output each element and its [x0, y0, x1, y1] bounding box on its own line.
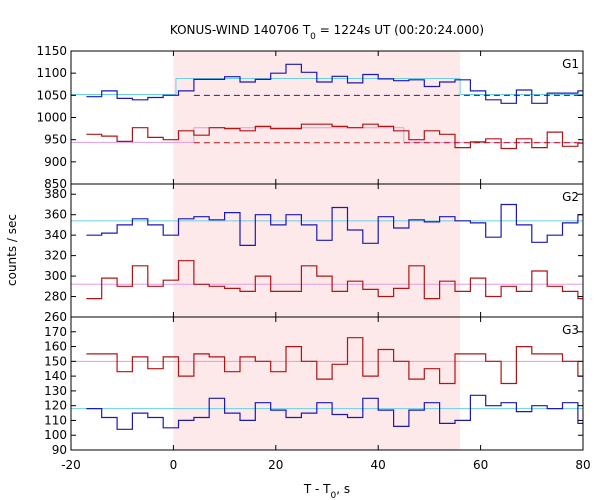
y-tick-label: 260	[44, 310, 67, 324]
x-tick-label: 80	[575, 458, 590, 472]
y-tick-label: 160	[44, 340, 67, 354]
y-tick-label: 320	[44, 249, 67, 263]
y-tick-label: 1100	[36, 66, 67, 80]
x-axis-label: T - T0, s	[303, 482, 350, 500]
y-tick-label: 340	[44, 228, 67, 242]
x-tick-label: 40	[371, 458, 386, 472]
panel-label-G2: G2	[562, 190, 579, 204]
y-axis-label: counts / sec	[5, 214, 19, 286]
y-tick-label: 90	[52, 443, 67, 457]
chart-title-rest: = 1224s UT (00:20:24.000)	[316, 23, 484, 37]
x-tick-label: 60	[473, 458, 488, 472]
y-tick-label: 130	[44, 384, 67, 398]
x-axis-label-subscript: 0	[331, 491, 337, 500]
series-G1-lower	[86, 123, 583, 150]
series-G3-lower	[86, 337, 583, 385]
y-tick-label: 900	[44, 155, 67, 169]
chart-title-main: KONUS-WIND 140706 T	[170, 23, 311, 37]
x-axis-label-main: T - T	[303, 482, 331, 496]
y-tick-label: 300	[44, 269, 67, 283]
y-tick-label: 950	[44, 133, 67, 147]
y-tick-label: 380	[44, 187, 67, 201]
y-tick-label: 110	[44, 413, 67, 427]
x-tick-label: -20	[61, 458, 81, 472]
y-tick-label: 100	[44, 428, 67, 442]
plot-area: 8509009501000105011001150G12602803003203…	[36, 44, 590, 472]
y-tick-label: 850	[44, 177, 67, 191]
emission-interval-shade	[173, 51, 461, 450]
y-tick-label: 1150	[36, 44, 67, 58]
x-tick-label: 0	[170, 458, 178, 472]
y-tick-label: 170	[44, 325, 67, 339]
series-G1-upper	[86, 63, 583, 104]
series-G2-upper	[86, 203, 583, 246]
y-tick-label: 280	[44, 290, 67, 304]
x-tick-label: 20	[268, 458, 283, 472]
y-tick-label: 140	[44, 369, 67, 383]
panel-label-G3: G3	[562, 323, 579, 337]
chart-title: KONUS-WIND 140706 T0 = 1224s UT (00:20:2…	[170, 23, 484, 42]
y-tick-label: 120	[44, 399, 67, 413]
chart-title-subscript: 0	[310, 32, 316, 42]
panel-label-G1: G1	[562, 57, 579, 71]
x-axis-label-rest: , s	[336, 482, 350, 496]
series-G2-lower	[86, 260, 583, 300]
series-G3-upper	[86, 394, 583, 430]
panel-frame-G3	[70, 316, 584, 451]
y-tick-label: 1050	[36, 88, 67, 102]
y-tick-label: 150	[44, 354, 67, 368]
y-tick-label: 1000	[36, 111, 67, 125]
y-tick-label: 360	[44, 208, 67, 222]
